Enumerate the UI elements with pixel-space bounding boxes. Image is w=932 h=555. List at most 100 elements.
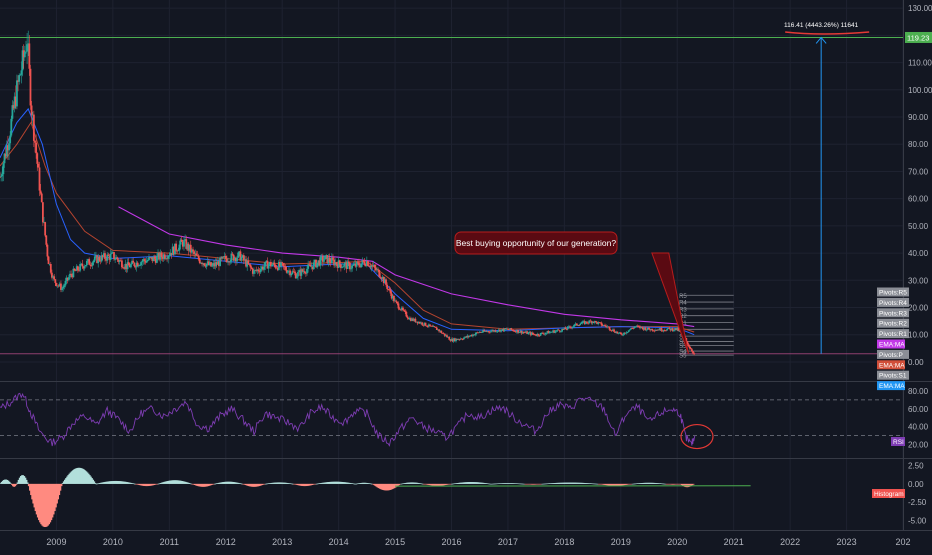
y-tick-label: 20.00 bbox=[908, 441, 929, 450]
candle-body bbox=[538, 334, 540, 335]
price-tag-label: Pivots:S1 bbox=[879, 373, 907, 380]
candle-body bbox=[407, 316, 409, 318]
candle-body bbox=[586, 322, 588, 323]
candle-body bbox=[569, 326, 571, 327]
candle-body bbox=[349, 263, 351, 269]
candle-body bbox=[579, 324, 581, 325]
candle-body bbox=[641, 327, 643, 328]
candle-body bbox=[320, 256, 322, 265]
candle-body bbox=[107, 255, 109, 256]
candle-body bbox=[404, 311, 406, 312]
x-tick-label: 2011 bbox=[160, 537, 179, 547]
y-tick-label: 70.00 bbox=[908, 167, 929, 176]
candle-body bbox=[620, 332, 622, 334]
candle-body bbox=[19, 75, 21, 76]
candle-body bbox=[232, 254, 234, 255]
candle-body bbox=[140, 262, 142, 265]
candle-body bbox=[62, 287, 64, 289]
candle-body bbox=[123, 268, 125, 269]
candle-body bbox=[576, 323, 578, 325]
y-tick-label: 30.00 bbox=[908, 276, 929, 285]
candle-body bbox=[9, 136, 11, 144]
candle-body bbox=[335, 262, 337, 264]
candle-body bbox=[332, 258, 334, 260]
candle-body bbox=[574, 324, 576, 326]
candle-body bbox=[247, 261, 249, 265]
candle-body bbox=[405, 312, 407, 316]
candle-body bbox=[367, 261, 369, 266]
candle-body bbox=[350, 268, 352, 269]
candle-body bbox=[211, 265, 213, 266]
candle-body bbox=[110, 254, 112, 260]
candle-body bbox=[114, 259, 116, 260]
candle-body bbox=[573, 326, 575, 327]
candle-body bbox=[481, 332, 483, 333]
y-tick-label: 40.00 bbox=[908, 249, 929, 258]
x-tick-label: 2019 bbox=[611, 537, 631, 547]
candle-body bbox=[113, 252, 115, 259]
candle-body bbox=[595, 321, 597, 322]
candle-body bbox=[21, 70, 23, 74]
target-price-label: 119.23 bbox=[907, 33, 929, 42]
candle-body bbox=[294, 272, 296, 273]
candle-body bbox=[306, 269, 308, 273]
candle-body bbox=[351, 265, 353, 268]
x-tick-label: 202 bbox=[895, 537, 910, 547]
candle-body bbox=[273, 263, 275, 265]
candle-body bbox=[179, 245, 181, 251]
y-tick-label: 130.00 bbox=[908, 4, 932, 13]
candle-body bbox=[93, 261, 95, 263]
candle-body bbox=[429, 324, 431, 325]
candle-body bbox=[427, 326, 429, 327]
candle-body bbox=[230, 254, 232, 262]
candle-body bbox=[25, 52, 27, 53]
candle-body bbox=[263, 267, 265, 270]
candle-body bbox=[161, 253, 163, 257]
candle-body bbox=[560, 331, 562, 332]
candle-body bbox=[121, 260, 123, 267]
y-tick-label: 50.00 bbox=[908, 222, 929, 231]
candle-body bbox=[281, 262, 283, 263]
x-tick-label: 2016 bbox=[441, 537, 461, 547]
candle-body bbox=[199, 259, 201, 263]
candle-body bbox=[497, 331, 499, 332]
x-tick-label: 2023 bbox=[837, 537, 857, 547]
x-tick-label: 2018 bbox=[554, 537, 574, 547]
candle-body bbox=[629, 330, 631, 331]
price-tag-label: EMA:MA bbox=[879, 362, 905, 369]
candle-body bbox=[175, 244, 177, 251]
candle-body bbox=[236, 258, 238, 262]
candle-body bbox=[10, 119, 12, 136]
candle-body bbox=[128, 262, 130, 265]
candle-body bbox=[293, 271, 295, 272]
candle-body bbox=[551, 332, 553, 333]
histogram-bar bbox=[10, 483, 12, 484]
candle-body bbox=[448, 337, 450, 340]
candle-body bbox=[662, 331, 664, 332]
annotation-text: Best buying opportunity of our generatio… bbox=[456, 238, 616, 248]
candle-body bbox=[271, 265, 273, 267]
candle-body bbox=[48, 257, 50, 264]
candle-body bbox=[26, 44, 28, 51]
candle-body bbox=[50, 264, 52, 273]
candle-body bbox=[652, 329, 654, 331]
candle-body bbox=[39, 167, 41, 190]
candle-body bbox=[490, 331, 492, 332]
candle-body bbox=[395, 301, 397, 302]
candle-body bbox=[70, 274, 72, 275]
candle-body bbox=[690, 348, 692, 349]
y-tick-label: 0.00 bbox=[908, 480, 924, 489]
candle-body bbox=[627, 332, 629, 333]
candle-body bbox=[613, 329, 615, 331]
candle-body bbox=[378, 270, 380, 277]
candle-body bbox=[2, 163, 4, 174]
candle-body bbox=[446, 335, 448, 337]
candle-body bbox=[86, 261, 88, 265]
candle-body bbox=[348, 262, 350, 263]
candle-body bbox=[258, 270, 260, 272]
candle-body bbox=[225, 256, 227, 259]
candle-body bbox=[285, 266, 287, 269]
candle-body bbox=[98, 257, 100, 261]
